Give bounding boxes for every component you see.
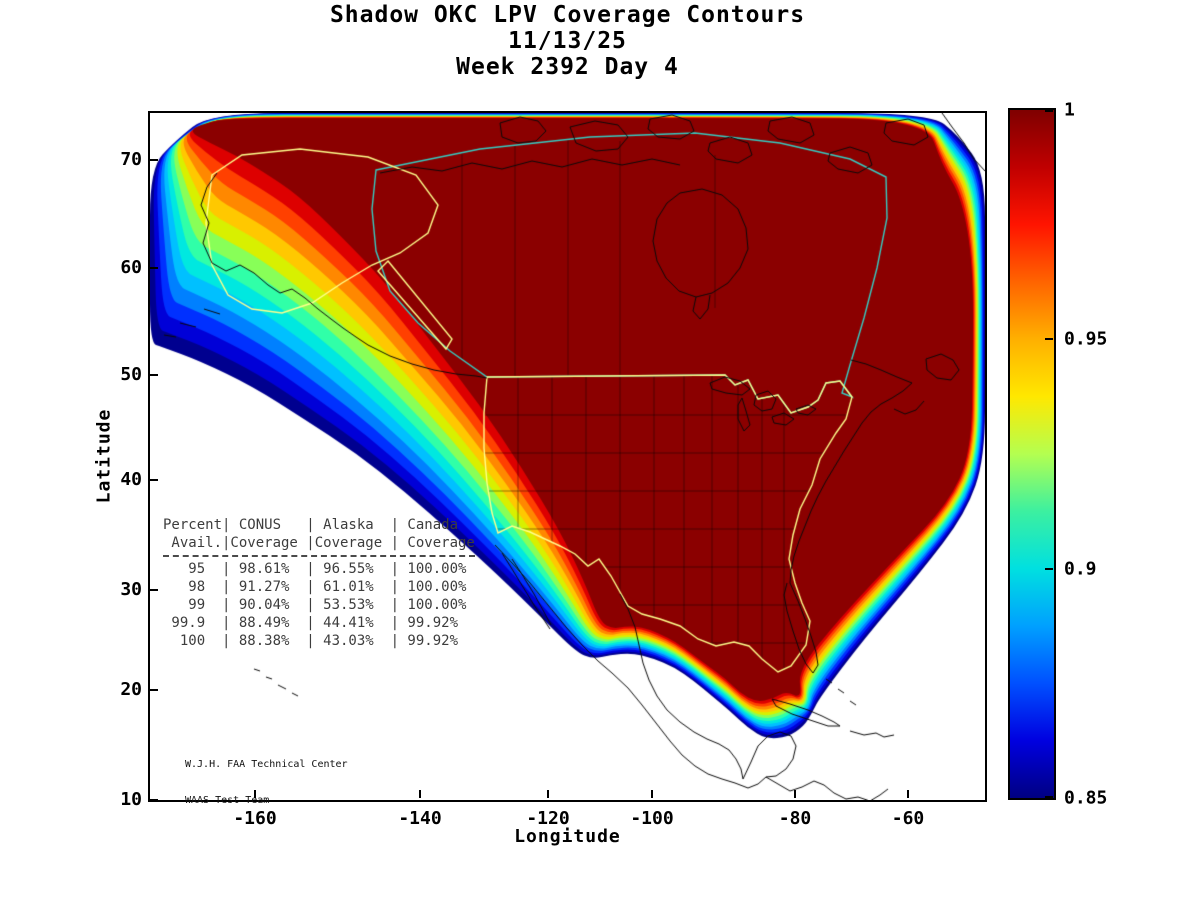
x-tick-label: -80 — [778, 808, 812, 829]
colorbar-tick-mark — [1045, 338, 1053, 341]
y-tick-label: 30 — [120, 579, 142, 600]
contour-map-canvas — [150, 113, 985, 800]
colorbar-tick-label: 0.9 — [1064, 558, 1097, 580]
y-tick-mark — [150, 589, 158, 591]
colorbar-tick-label: 1 — [1064, 99, 1075, 121]
credit-line-1: W.J.H. FAA Technical Center — [185, 759, 348, 770]
y-tick-label: 40 — [120, 469, 142, 490]
y-tick-mark — [150, 374, 158, 376]
y-tick-mark — [150, 159, 158, 161]
chart-subtitle-week: Week 2392 Day 4 — [456, 54, 679, 80]
y-tick-label: 60 — [120, 257, 142, 278]
y-tick-mark — [150, 799, 158, 801]
colorbar-gradient — [1010, 110, 1054, 798]
x-tick-label: -140 — [398, 808, 442, 829]
coverage-table-row: 98 | 91.27% | 61.01% | 100.00% — [163, 579, 467, 595]
coverage-table-row: 99 | 90.04% | 53.53% | 100.00% — [163, 597, 467, 613]
x-tick-mark — [907, 790, 909, 798]
coverage-table-row: 95 | 98.61% | 96.55% | 100.00% — [163, 561, 467, 577]
x-tick-mark — [547, 790, 549, 798]
x-axis-label: Longitude — [514, 826, 621, 847]
coverage-table: Percent| CONUS | Alaska | Canada Avail.|… — [163, 516, 475, 650]
y-axis-label: Latitude — [93, 408, 115, 504]
credit-block: W.J.H. FAA Technical Center WAAS Test Te… — [185, 735, 348, 831]
y-tick-label: 10 — [120, 789, 142, 810]
x-tick-mark — [419, 790, 421, 798]
y-tick-label: 20 — [120, 679, 142, 700]
y-tick-mark — [150, 689, 158, 691]
y-tick-label: 70 — [120, 149, 142, 170]
colorbar-tick-label: 0.95 — [1064, 328, 1108, 350]
y-tick-label: 50 — [120, 364, 142, 385]
colorbar-tick-mark — [1045, 796, 1053, 798]
coverage-table-row: 100 | 88.38% | 43.03% | 99.92% — [163, 633, 459, 649]
y-tick-mark — [150, 267, 158, 269]
coverage-table-separator — [163, 555, 475, 557]
credit-line-2: WAAS Test Team — [185, 795, 270, 806]
colorbar-tick-mark — [1045, 110, 1053, 112]
x-tick-mark — [651, 790, 653, 798]
y-tick-mark — [150, 479, 158, 481]
coverage-table-row: 99.9 | 88.49% | 44.41% | 99.92% — [163, 615, 459, 631]
map-plot-area: Percent| CONUS | Alaska | Canada Avail.|… — [120, 111, 987, 829]
coverage-table-header: Percent| CONUS | Alaska | Canada — [163, 517, 459, 533]
x-tick-label: -100 — [630, 808, 674, 829]
chart-title: Shadow OKC LPV Coverage Contours — [329, 2, 806, 28]
colorbar-tick-label: 0.85 — [1064, 787, 1108, 809]
x-tick-label: -160 — [233, 808, 277, 829]
x-tick-mark — [794, 790, 796, 798]
x-tick-label: -120 — [526, 808, 570, 829]
x-tick-mark — [254, 790, 256, 798]
x-tick-label: -60 — [891, 808, 925, 829]
coverage-table-header: Avail.|Coverage |Coverage | Coverage — [163, 535, 475, 551]
colorbar-tick-mark — [1045, 567, 1053, 570]
title-block: Shadow OKC LPV Coverage Contours 11/13/2… — [150, 2, 985, 80]
chart-subtitle-date: 11/13/25 — [508, 28, 627, 54]
colorbar: 1 0.95 0.9 0.85 — [1008, 100, 1107, 809]
